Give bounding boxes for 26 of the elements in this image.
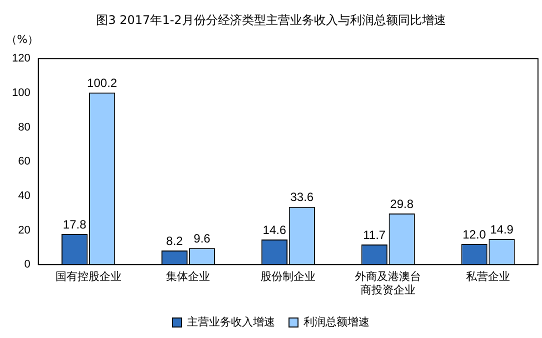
x-tick-label: 外商及港澳台商投资企业 bbox=[355, 270, 422, 296]
y-tick-label: 40 bbox=[18, 190, 30, 202]
legend-label: 利润总额增速 bbox=[304, 315, 370, 328]
x-tick-label: 国有控股企业 bbox=[55, 270, 122, 284]
y-tick-label: 80 bbox=[18, 121, 30, 134]
data-label: 100.2 bbox=[87, 76, 118, 90]
y-tick-label: 120 bbox=[12, 52, 30, 65]
data-label: 17.8 bbox=[62, 217, 87, 232]
x-tick-label: 股份制企业 bbox=[260, 270, 316, 284]
data-label: 14.9 bbox=[490, 222, 514, 236]
y-tick-label: 60 bbox=[18, 156, 30, 168]
data-label: 8.2 bbox=[166, 234, 184, 248]
legend-label: 主营业务收入增速 bbox=[187, 315, 275, 328]
data-label: 29.8 bbox=[390, 196, 414, 211]
y-tick-label: 100 bbox=[12, 86, 30, 99]
data-label: 9.6 bbox=[194, 231, 211, 246]
chart-title: 图3 2017年1-2月份分经济类型主营业务收入与利润总额同比增速 bbox=[95, 12, 447, 29]
data-label: 33.6 bbox=[290, 190, 314, 204]
y-axis-title: （%） bbox=[6, 32, 38, 47]
data-label: 11.7 bbox=[363, 228, 386, 242]
y-tick-label: 0 bbox=[24, 258, 30, 271]
x-tick-label: 私营企业 bbox=[466, 270, 510, 284]
x-tick-label: 集体企业 bbox=[166, 270, 210, 284]
data-label: 14.6 bbox=[262, 222, 286, 237]
data-label: 12.0 bbox=[462, 227, 486, 242]
y-tick-label: 20 bbox=[18, 224, 30, 236]
